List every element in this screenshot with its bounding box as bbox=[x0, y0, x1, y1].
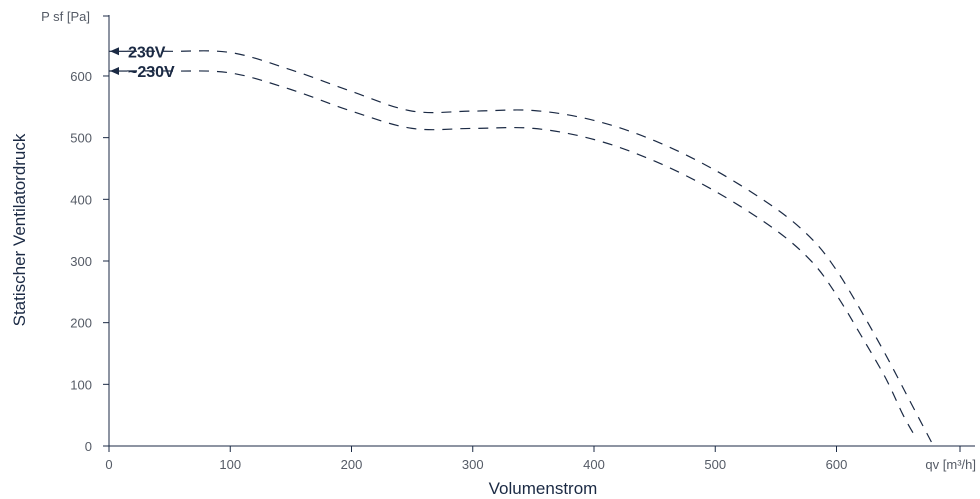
y-tick-label: 0 bbox=[85, 439, 92, 454]
y-tick-label: 600 bbox=[70, 69, 92, 84]
series-label-0: 230V bbox=[128, 44, 166, 61]
x-ticks: 0 100 200 300 400 500 600 bbox=[105, 446, 961, 472]
series-line-0 bbox=[108, 50, 935, 447]
y-axis-title: Statischer Ventilatordruck bbox=[10, 133, 29, 326]
y-tick-label: 200 bbox=[70, 316, 92, 331]
x-tick-label: 600 bbox=[826, 457, 848, 472]
y-tick-label: 300 bbox=[70, 254, 92, 269]
axes: P sf [Pa] qv [m³/h] Volumenstrom Statisc… bbox=[10, 9, 976, 498]
series-line-1 bbox=[108, 70, 916, 437]
y-tick-label: 400 bbox=[70, 192, 92, 207]
x-tick-label: 200 bbox=[341, 457, 363, 472]
series-label-1: ~230V bbox=[128, 64, 175, 81]
x-unit-label: qv [m³/h] bbox=[925, 457, 976, 472]
y-unit-label: P sf [Pa] bbox=[41, 9, 90, 24]
series-labels: 230V ~230V bbox=[110, 44, 175, 81]
y-tick-label: 100 bbox=[70, 377, 92, 392]
series-arrow-icon bbox=[110, 47, 119, 56]
series-layer bbox=[108, 50, 935, 447]
x-tick-label: 400 bbox=[583, 457, 605, 472]
x-tick-label: 100 bbox=[219, 457, 241, 472]
series-arrow-icon bbox=[110, 67, 119, 76]
x-tick-label: 0 bbox=[105, 457, 112, 472]
x-tick-label: 300 bbox=[462, 457, 484, 472]
x-tick-label: 500 bbox=[704, 457, 726, 472]
y-tick-label: 500 bbox=[70, 131, 92, 146]
x-axis-title: Volumenstrom bbox=[489, 479, 598, 498]
y-ticks: 0 100 200 300 400 500 600 bbox=[70, 15, 109, 454]
